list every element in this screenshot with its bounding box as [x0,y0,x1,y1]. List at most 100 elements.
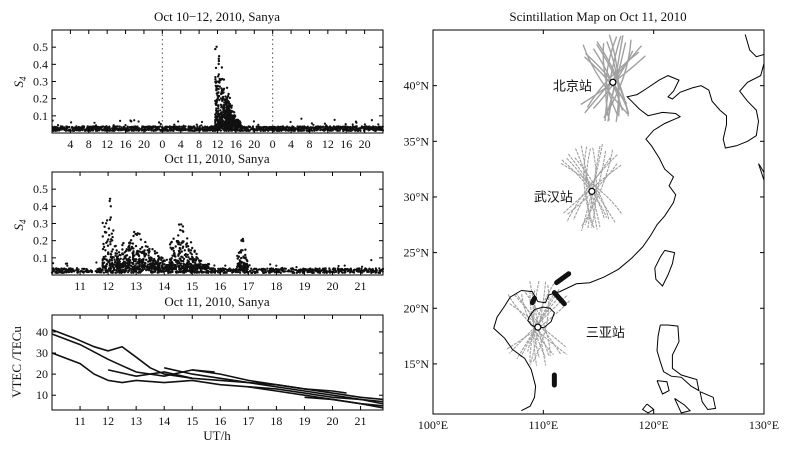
data-point [150,257,153,260]
data-point [342,125,345,128]
data-point [217,73,220,76]
data-point [214,118,217,121]
data-point [155,251,159,254]
scintillation-segment [529,295,538,306]
data-point [204,125,207,128]
data-point [191,266,195,269]
data-point [229,120,233,124]
data-point [259,126,262,129]
data-point [172,129,175,132]
data-point [370,119,373,122]
satellite-track [590,147,597,228]
data-point [96,125,99,128]
data-point [291,125,294,128]
data-point [217,107,220,110]
data-point [189,270,193,273]
y-tick-label: 0.5 [33,182,48,196]
data-point [243,129,246,132]
data-point [138,263,141,266]
data-point [311,129,314,132]
data-point [158,256,161,259]
data-point [66,264,69,267]
data-point [338,126,341,129]
data-point [153,252,157,255]
y-tick-label: 0.1 [33,109,48,123]
data-point [133,119,136,122]
data-point [250,271,253,274]
data-point [358,270,361,273]
data-point [121,261,125,265]
data-point [145,258,148,261]
data-point [93,121,96,124]
data-point [139,247,142,251]
data-point [156,266,159,270]
x-tick-label: 14 [158,414,170,428]
data-point [132,127,135,130]
data-point [214,47,217,51]
data-point [281,128,285,131]
data-point [159,122,162,126]
data-point [166,125,170,129]
data-point [332,126,335,129]
data-point [63,128,66,131]
vtec-line [192,369,347,394]
data-point [212,129,216,132]
data-point [240,256,243,260]
data-point [207,263,211,266]
data-point [143,125,146,128]
data-point [150,264,153,267]
data-point [317,127,320,130]
data-point [193,125,196,128]
data-point [170,271,173,274]
data-point [131,261,135,265]
data-point [90,127,93,130]
data-point [207,270,210,273]
data-point [156,271,159,274]
data-point [196,125,199,128]
data-point [56,124,60,127]
panel-3-frame [51,314,384,411]
data-point [93,127,96,130]
data-point [116,255,119,259]
data-point [66,126,69,129]
data-point [186,262,190,265]
data-point [152,265,155,268]
data-point [186,245,190,248]
panel-1-ylabel: S4 [11,76,28,88]
map-scintillation-segments [529,271,572,388]
map-title: Scintillation Map on Oct 11, 2010 [509,9,686,24]
panel-1-points [51,45,384,132]
data-point [269,263,272,266]
data-point [281,126,284,129]
x-tick-label: 16 [230,137,242,151]
data-point [111,235,114,239]
data-point [289,120,292,124]
data-point [216,94,219,97]
data-point [222,108,225,111]
data-point [102,245,106,249]
x-tick-label: 12 [212,137,224,151]
data-point [215,45,218,48]
data-point [177,223,181,226]
data-point [128,249,131,252]
data-point [344,271,347,274]
data-point [273,126,276,129]
data-point [217,91,220,94]
data-point [174,258,177,262]
data-point [288,269,291,272]
data-point [307,127,310,130]
data-point [217,120,220,123]
data-point [108,218,112,221]
data-point [179,257,182,261]
data-point [126,125,129,128]
data-point [217,62,220,66]
data-point [336,128,339,131]
data-point [190,126,194,129]
data-point [275,264,278,267]
data-point [186,237,189,240]
data-point [277,271,280,274]
x-tick-label: 15 [186,279,198,293]
data-point [240,239,243,242]
data-point [137,120,140,123]
data-point [219,268,222,271]
